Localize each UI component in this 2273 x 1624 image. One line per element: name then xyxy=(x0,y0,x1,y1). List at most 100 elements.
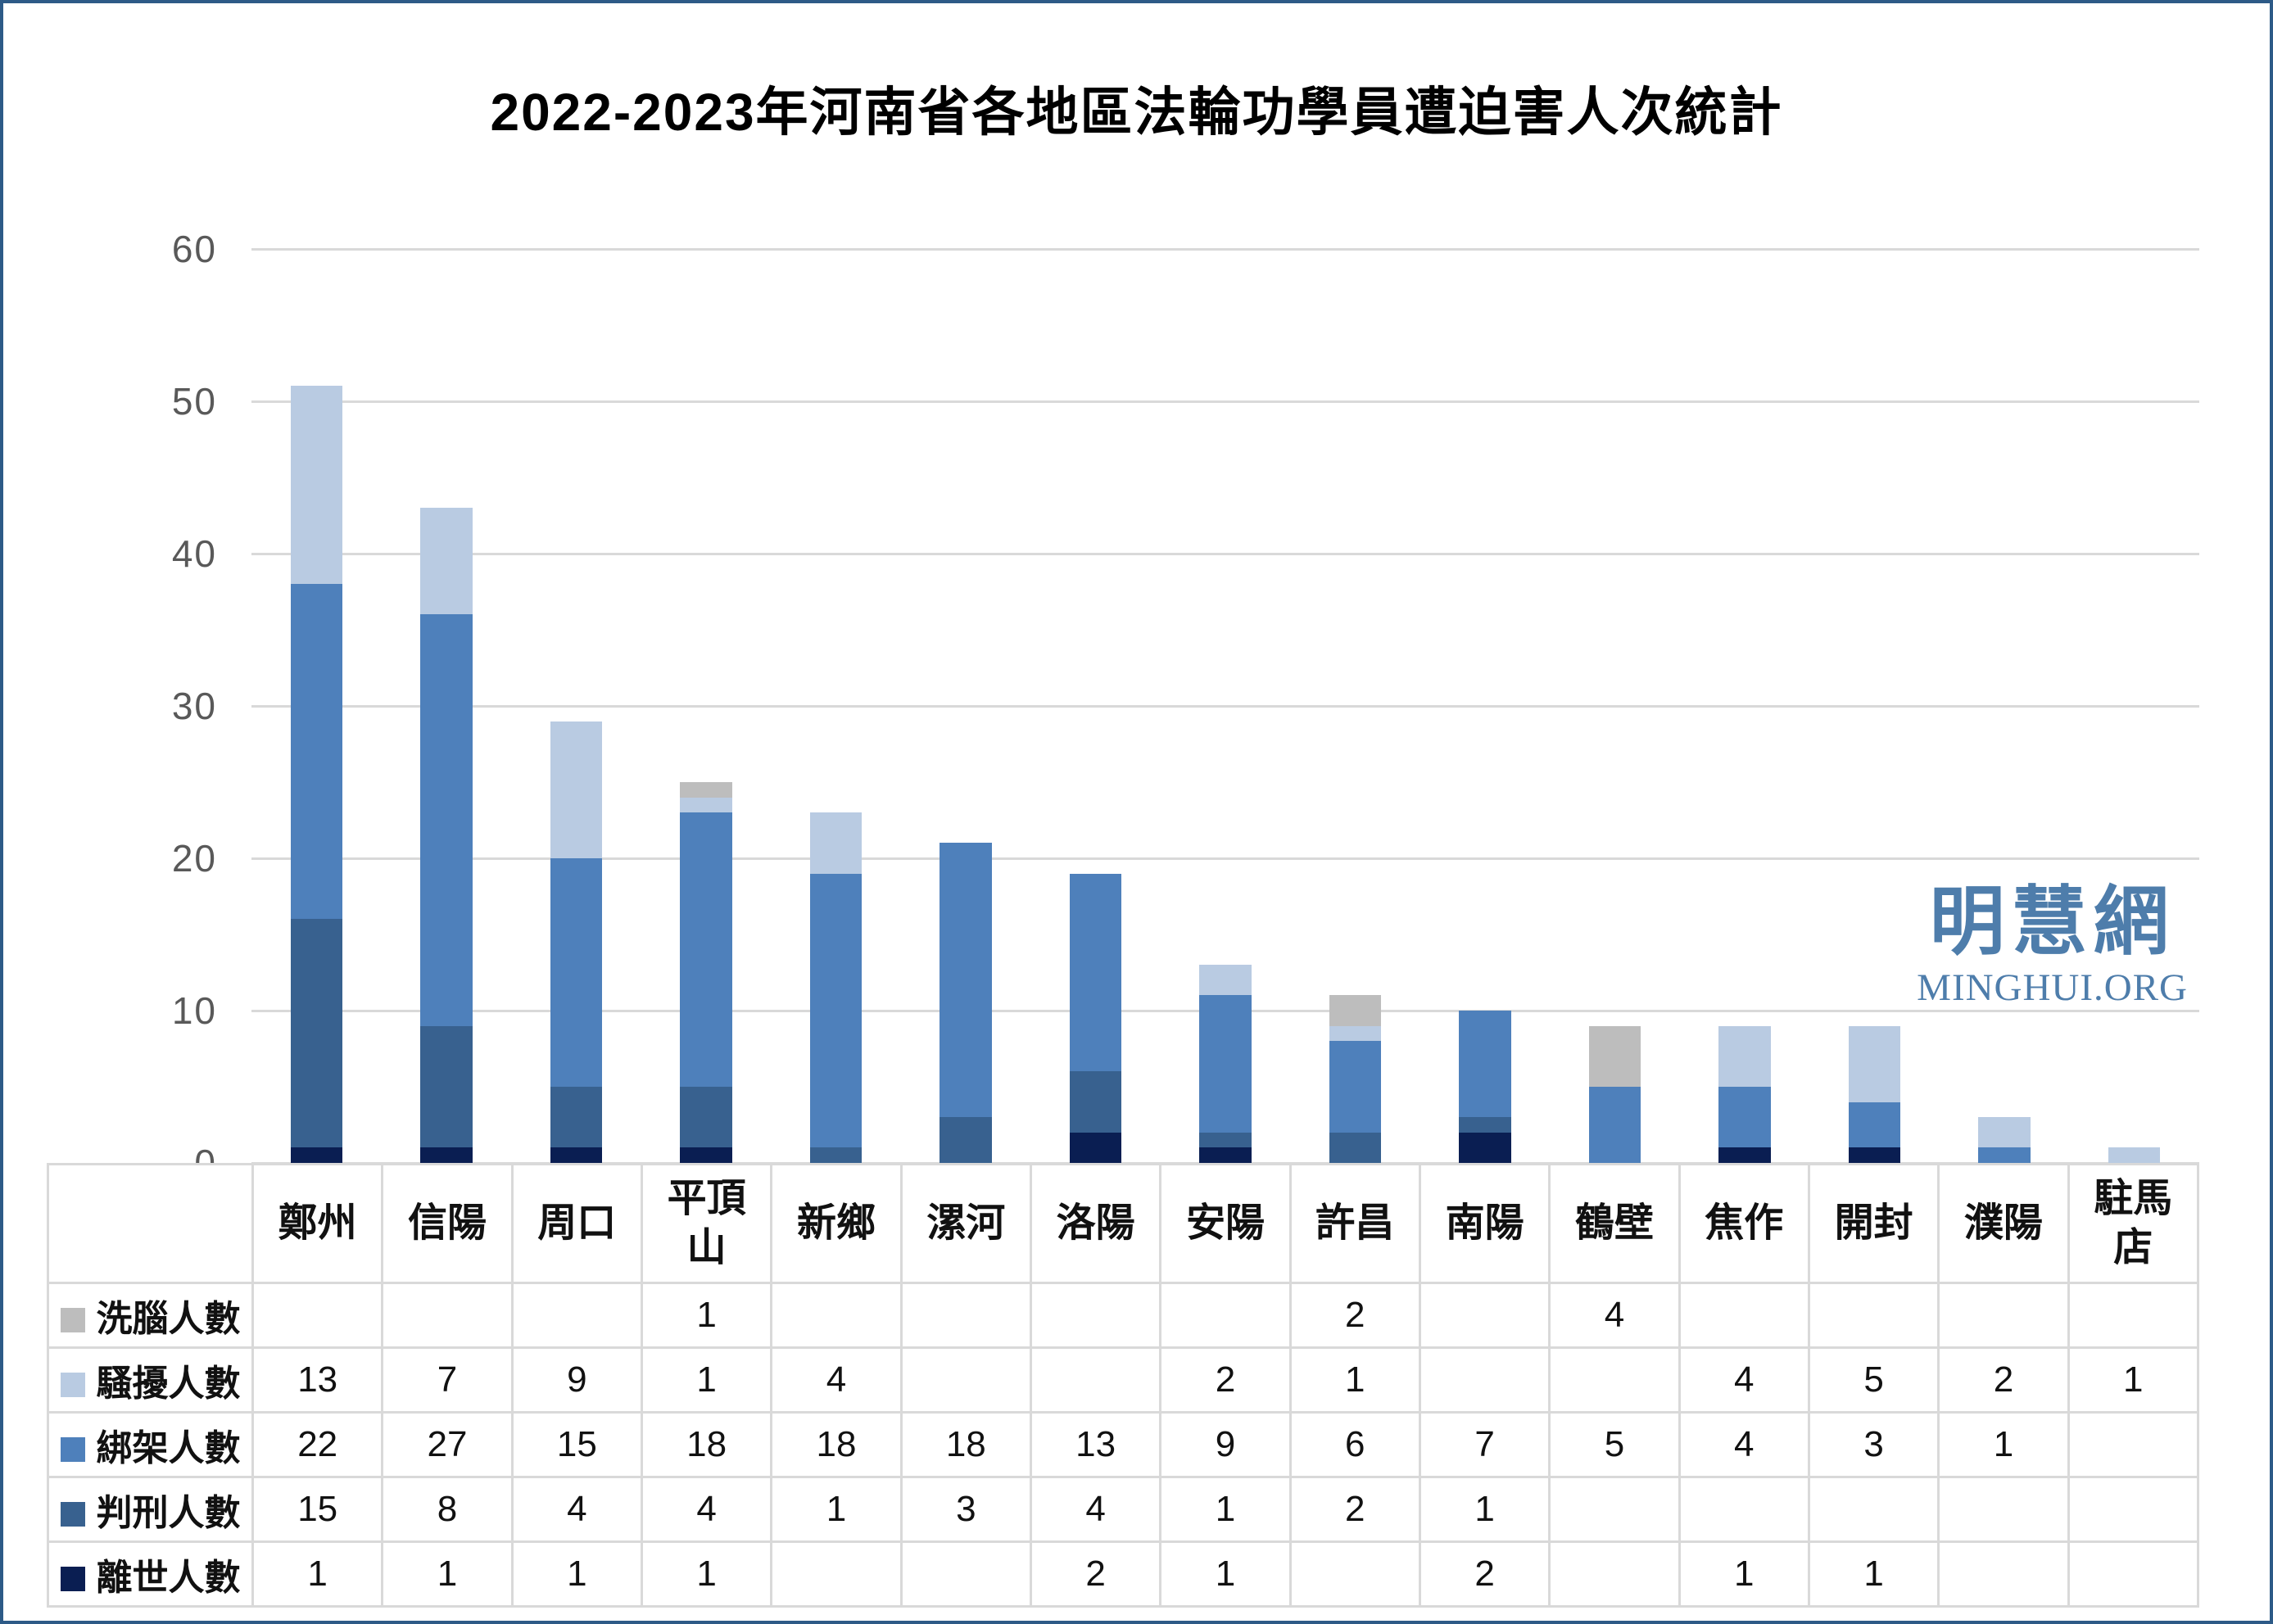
table-header-row: 鄭州 信陽 周口 平頂山 新鄉 漯河 洛陽 安陽 許昌 南陽 鶴壁 焦作 開封 濮陽 駐馬店 xyxy=(47,1163,2200,1284)
city-header-cell: 安陽 xyxy=(1159,1163,1292,1284)
value-cell: 4 xyxy=(770,1346,903,1414)
value-cell xyxy=(381,1282,514,1349)
city-name: 漯河 xyxy=(926,1201,1006,1245)
stacked-bar xyxy=(1329,249,1382,1163)
bar-segment xyxy=(809,873,863,1148)
bars xyxy=(251,249,2199,1163)
value-cell: 13 xyxy=(1029,1411,1162,1478)
stacked-bar xyxy=(420,249,473,1163)
bar-segment xyxy=(1069,1132,1122,1163)
city-header-cell: 鄭州 xyxy=(251,1163,384,1284)
bar-column-鄭州 xyxy=(251,249,382,1163)
bar-segment xyxy=(290,919,342,1148)
value-cell xyxy=(770,1540,903,1608)
bar-segment xyxy=(809,812,863,874)
value-cell: 1 xyxy=(1159,1476,1292,1543)
gridline xyxy=(251,552,2199,555)
table-row: 離世人數 1 1 1 1 2 1 2 1 1 xyxy=(47,1540,2200,1608)
bar-segment xyxy=(1329,1041,1382,1133)
minghui-watermark: 明慧網 MINGHUI.ORG xyxy=(1917,883,2188,1010)
city-name: 駐馬店 xyxy=(2094,1177,2173,1269)
value-cell: 18 xyxy=(770,1411,903,1478)
city-header-cell: 信陽 xyxy=(381,1163,514,1284)
value-cell: 15 xyxy=(251,1476,384,1543)
data-table: 鄭州 信陽 周口 平頂山 新鄉 漯河 洛陽 安陽 許昌 南陽 鶴壁 焦作 開封 濮陽 駐馬店 洗腦人數 1 2 4 騷… xyxy=(47,1163,2200,1608)
bar-segment xyxy=(420,1147,473,1163)
bar-segment xyxy=(1199,1132,1252,1148)
bar-segment xyxy=(1069,1071,1122,1133)
bar-segment xyxy=(1329,1025,1382,1042)
bar-segment xyxy=(1978,1117,2031,1148)
bar-segment xyxy=(1199,1147,1252,1163)
value-cell: 5 xyxy=(1807,1346,1940,1414)
y-tick-label: 60 xyxy=(171,228,217,270)
series-label-cell: 洗腦人數 xyxy=(47,1282,254,1349)
value-cell: 7 xyxy=(1418,1411,1551,1478)
city-name: 信陽 xyxy=(407,1201,487,1245)
bar-segment xyxy=(1459,1132,1511,1163)
city-header-cell: 洛陽 xyxy=(1029,1163,1162,1284)
stacked-bar xyxy=(680,249,732,1163)
bar-column-開封 xyxy=(1809,249,1940,1163)
bar-segment xyxy=(1978,1147,2031,1163)
value-cell xyxy=(1418,1282,1551,1349)
bar-segment xyxy=(1199,995,1252,1133)
bar-segment xyxy=(1199,965,1252,996)
bar-segment xyxy=(550,1147,603,1163)
bar-segment xyxy=(1459,1011,1511,1118)
value-cell xyxy=(899,1282,1032,1349)
city-name: 安陽 xyxy=(1185,1201,1265,1245)
value-cell: 9 xyxy=(510,1346,643,1414)
value-cell xyxy=(770,1282,903,1349)
stacked-bar xyxy=(1459,249,1511,1163)
value-cell xyxy=(1678,1282,1810,1349)
bar-segment xyxy=(290,584,342,920)
bar-column-平頂山 xyxy=(641,249,772,1163)
value-cell: 5 xyxy=(1548,1411,1681,1478)
city-header-cell: 濮陽 xyxy=(1937,1163,2070,1284)
value-cell: 4 xyxy=(1678,1346,1810,1414)
series-label-cell: 騷擾人數 xyxy=(47,1346,254,1414)
bar-segment xyxy=(680,1087,732,1148)
city-header-cell: 新鄉 xyxy=(770,1163,903,1284)
value-cell xyxy=(1807,1282,1940,1349)
stacked-bar xyxy=(1978,249,2031,1163)
value-cell: 1 xyxy=(1678,1540,1810,1608)
value-cell xyxy=(1159,1282,1292,1349)
city-header-cell: 南陽 xyxy=(1418,1163,1551,1284)
value-cell xyxy=(2067,1476,2200,1543)
legend-swatch xyxy=(60,1308,85,1332)
legend-swatch xyxy=(60,1373,85,1397)
bar-segment xyxy=(1329,1132,1382,1163)
stacked-bar xyxy=(1718,249,1771,1163)
value-cell: 2 xyxy=(1029,1540,1162,1608)
value-cell: 4 xyxy=(1548,1282,1681,1349)
value-cell xyxy=(1548,1540,1681,1608)
bar-segment xyxy=(940,843,992,1118)
value-cell: 4 xyxy=(510,1476,643,1543)
value-cell: 1 xyxy=(510,1540,643,1608)
city-header-cell: 開封 xyxy=(1807,1163,1940,1284)
value-cell xyxy=(510,1282,643,1349)
bar-segment xyxy=(940,1117,992,1163)
city-header-cell: 漯河 xyxy=(899,1163,1032,1284)
value-cell: 22 xyxy=(251,1411,384,1478)
plot-area xyxy=(251,248,2199,1165)
value-cell: 3 xyxy=(1807,1411,1940,1478)
bar-column-鶴壁 xyxy=(1550,249,1680,1163)
value-cell xyxy=(1937,1476,2070,1543)
value-cell: 3 xyxy=(899,1476,1032,1543)
bar-segment xyxy=(1069,873,1122,1072)
bar-segment xyxy=(550,858,603,1088)
value-cell: 1 xyxy=(770,1476,903,1543)
bar-segment xyxy=(680,812,732,1088)
series-name: 騷擾人數 xyxy=(96,1364,241,1404)
bar-segment xyxy=(1588,1087,1641,1163)
bar-segment xyxy=(1848,1025,1901,1102)
bar-segment xyxy=(550,1087,603,1148)
gridline xyxy=(251,248,2199,251)
bar-segment xyxy=(680,782,732,798)
table-row: 騷擾人數 13 7 9 1 4 2 1 4 5 2 1 xyxy=(47,1346,2200,1414)
stacked-bar xyxy=(1588,249,1641,1163)
gridline xyxy=(251,857,2199,860)
